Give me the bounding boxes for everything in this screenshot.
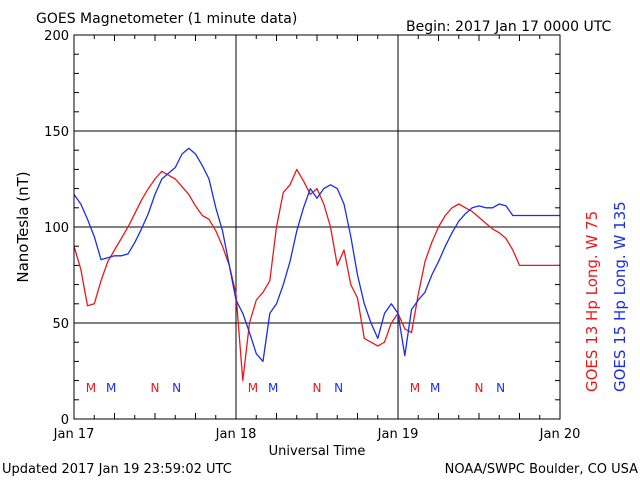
y-tick-label: 50 [52,317,69,332]
series-goes13-line [73,168,560,382]
x-tick-label: Jan 19 [377,427,419,442]
x-axis-ticks: Jan 17 Jan 18 Jan 19 Jan 20 [53,35,581,442]
grid-lines [74,35,560,419]
plot-frame [73,34,561,420]
updated-timestamp: Updated 2017 Jan 19 23:59:02 UTC [2,462,232,477]
y-axis-label: NanoTesla (nT) [14,171,32,282]
x-tick-label: Jan 17 [53,427,95,442]
marker-n: N [334,381,343,395]
chart-title: GOES Magnetometer (1 minute data) [36,11,297,27]
legend-goes13: GOES 13 Hp Long. W 75 [583,211,601,392]
marker-n: N [151,381,160,395]
marker-m: M [86,381,96,395]
y-tick-label: 200 [44,29,69,44]
x-tick-label: Jan 18 [215,427,257,442]
marker-m: M [268,381,278,395]
x-axis-label: Universal Time [269,444,366,459]
marker-n: N [475,381,484,395]
marker-n: N [313,381,322,395]
marker-m: M [248,381,258,395]
y-tick-label: 150 [44,125,69,140]
y-tick-label: 0 [61,413,69,428]
credit-text: NOAA/SWPC Boulder, CO USA [445,462,638,477]
marker-n: N [496,381,505,395]
y-tick-label: 100 [44,221,69,236]
series-goes15-line [73,147,560,363]
y-axis-ticks: 0 50 100 150 200 [44,29,560,428]
marker-n: N [172,381,181,395]
x-tick-label: Jan 20 [539,427,581,442]
legend-goes15: GOES 15 Hp Long. W 135 [611,201,629,392]
marker-m: M [106,381,116,395]
begin-time: Begin: 2017 Jan 17 0000 UTC [406,19,611,35]
marker-m: M [430,381,440,395]
marker-m: M [410,381,420,395]
series-lines [73,147,560,382]
legend: GOES 13 Hp Long. W 75 GOES 15 Hp Long. W … [583,201,629,392]
